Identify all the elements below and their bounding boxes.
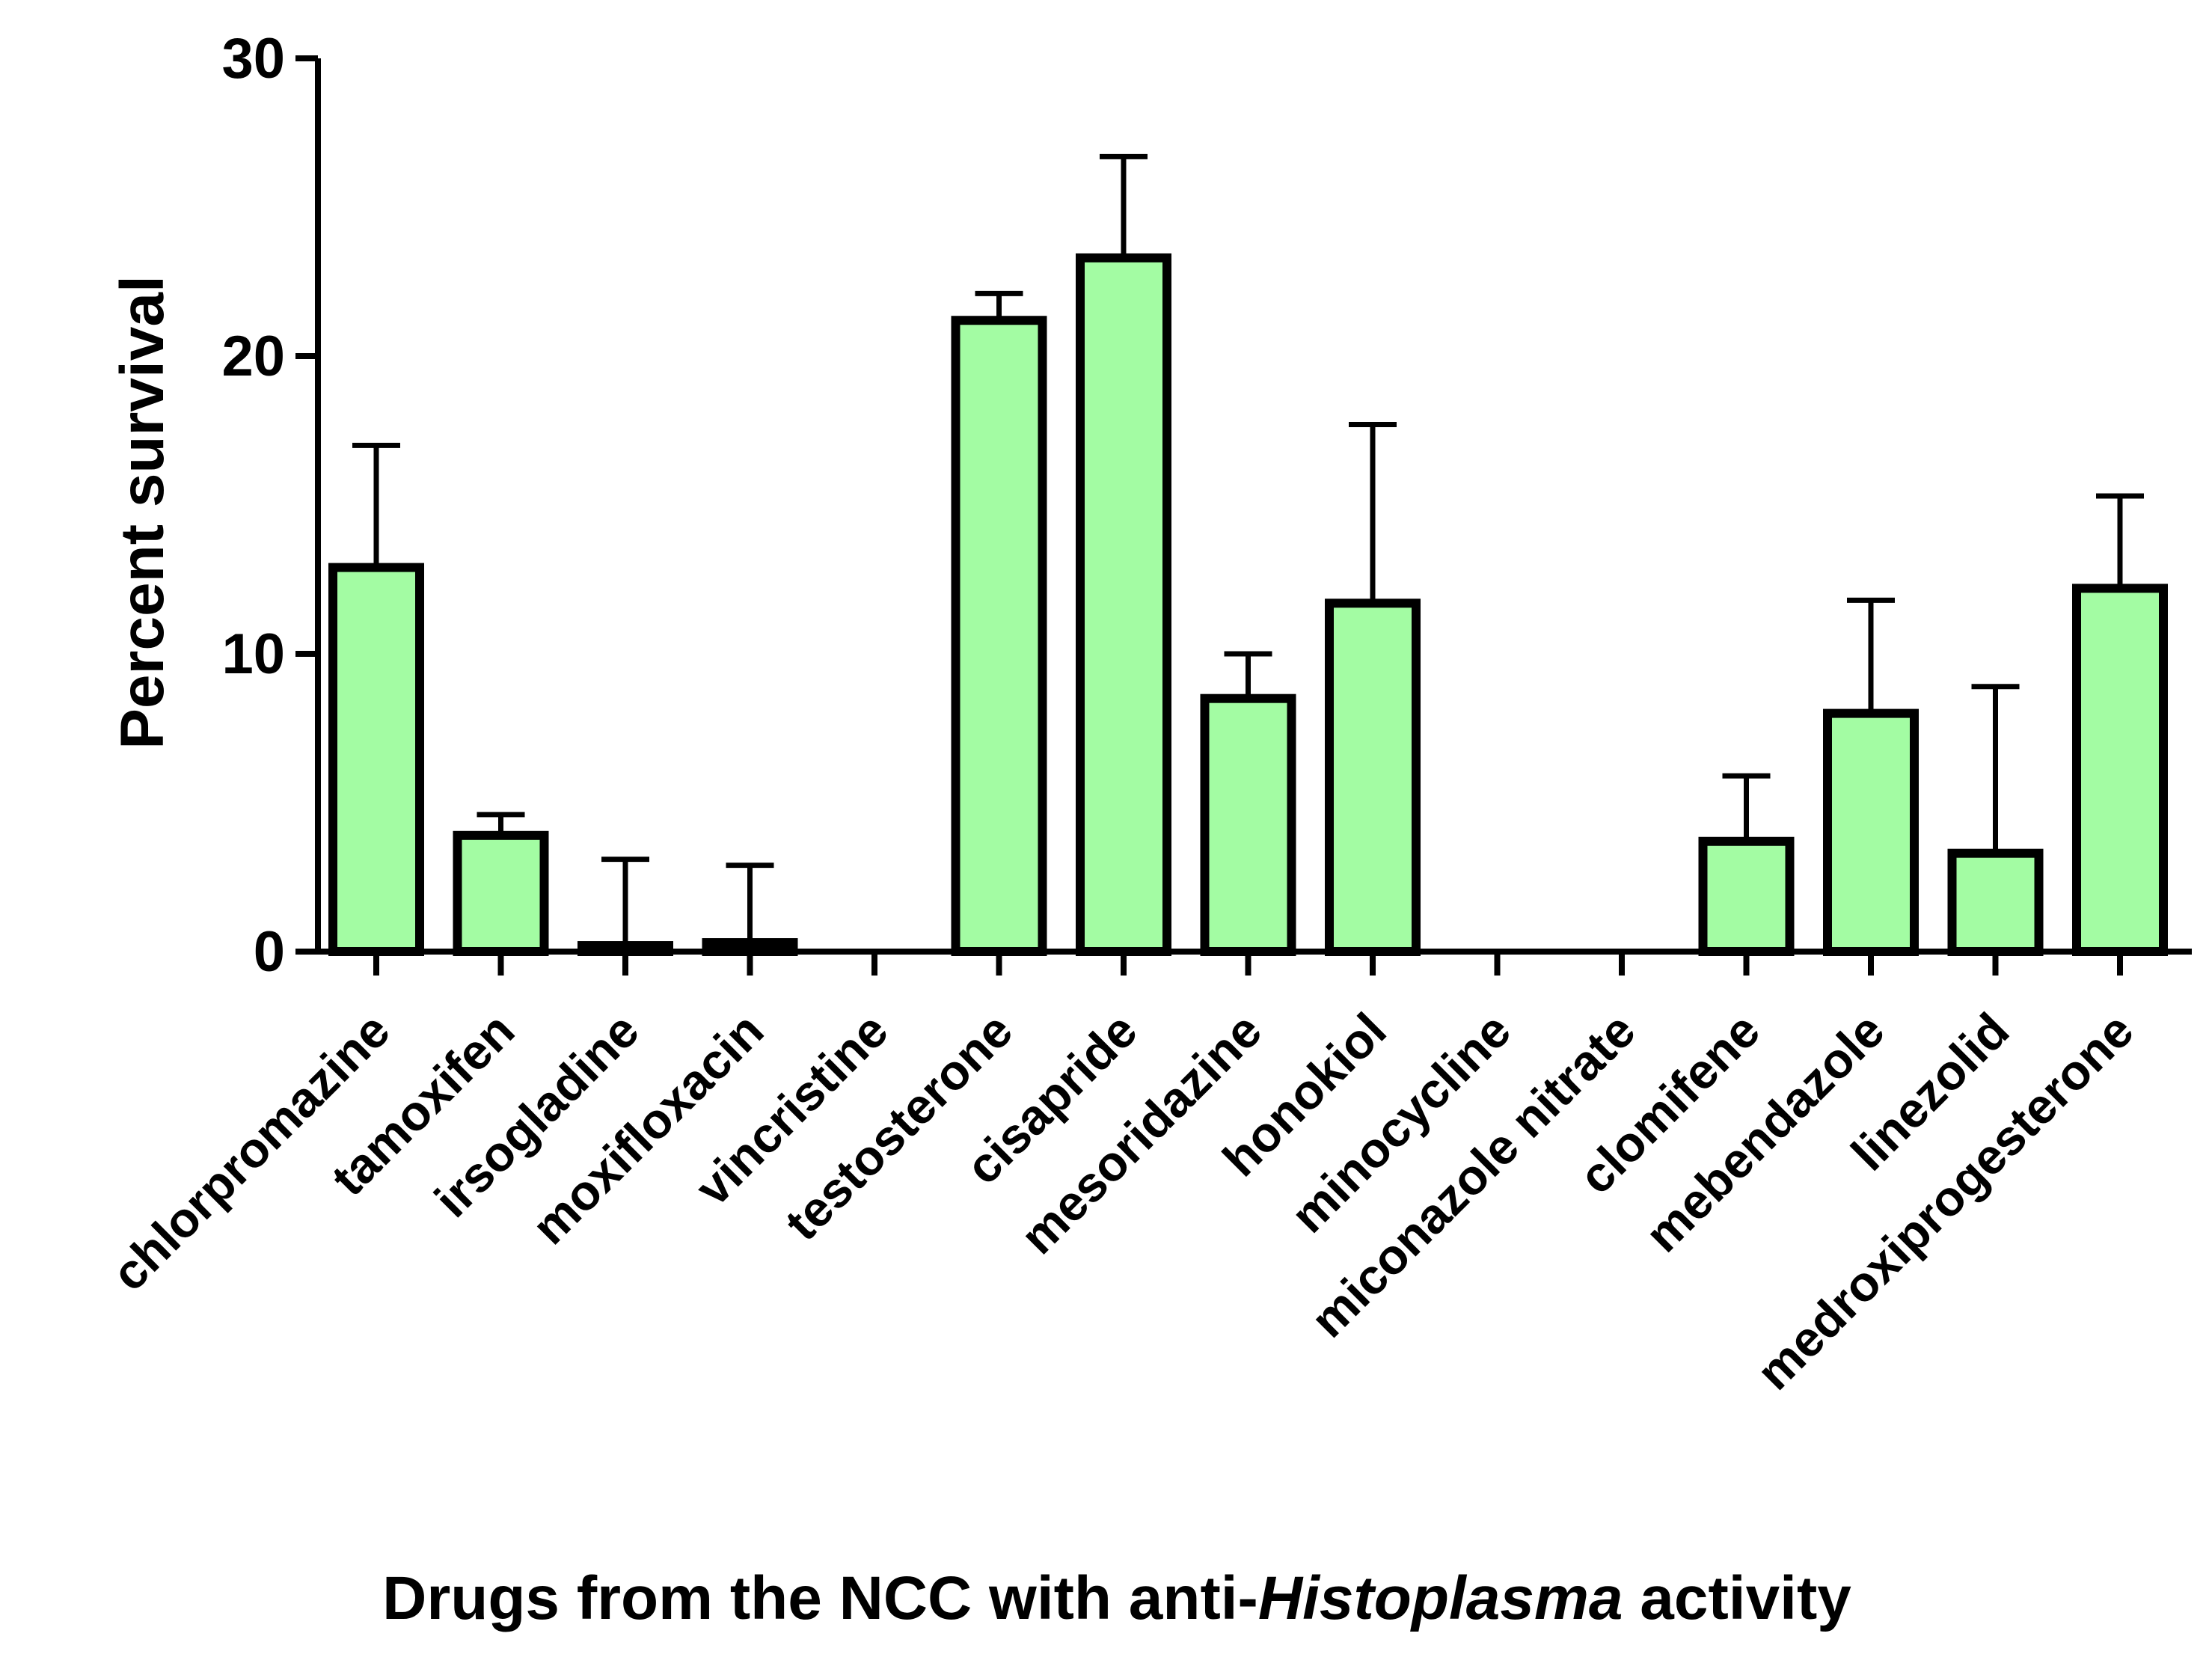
x-axis-title-part-2: activity [1623, 1564, 1851, 1632]
bar-mebendazole [1823, 708, 1919, 956]
bar-linezolid [1947, 848, 2044, 957]
x-tick-label-minocycline: minocycline [1280, 1002, 1521, 1243]
y-tick-label-10: 10 [221, 622, 285, 686]
y-axis-title: Percent survival [108, 275, 177, 750]
bar-tamoxifen [453, 830, 549, 957]
bar-cisapride [1076, 253, 1171, 957]
bars-layer [328, 253, 2168, 957]
bar-mesoridazine [1200, 693, 1296, 956]
bar-testosterone [951, 316, 1047, 956]
x-axis-title-part-1: Histoplasma [1258, 1564, 1623, 1632]
y-tick-label-0: 0 [254, 920, 285, 984]
bar-clomifene [1698, 836, 1795, 956]
bar-medroxiprogesterone [2072, 584, 2168, 956]
bar-honokiol [1325, 598, 1421, 957]
x-axis-title: Drugs from the NCC with anti-Histoplasma… [382, 1564, 1851, 1632]
y-tick-label-30: 30 [221, 27, 285, 91]
axes-layer [295, 55, 2192, 976]
y-tick-label-20: 20 [221, 325, 285, 388]
error-bars-layer [352, 153, 2144, 946]
bar-chlorpromazine [328, 563, 424, 956]
x-axis-title-part-0: Drugs from the NCC with anti- [382, 1564, 1258, 1632]
